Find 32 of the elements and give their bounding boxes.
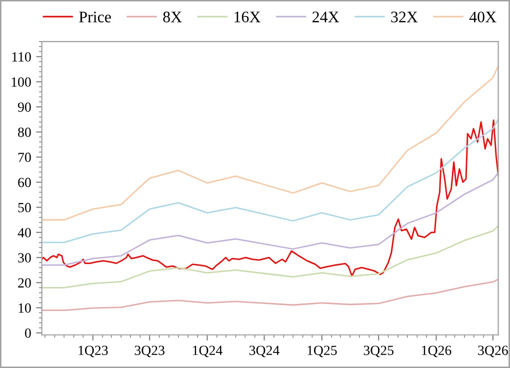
line-series [42,225,498,288]
line-series [42,118,498,244]
legend-label: 8X [163,12,182,22]
x-tick-label: 3Q23 [134,346,164,358]
legend-label: 16X [234,12,260,22]
x-tick-label: 3Q24 [249,346,280,358]
legend-label: 40X [469,12,496,22]
x-tick-label: 3Q25 [364,346,394,358]
x-tick-label: 1Q24 [193,346,222,358]
legend-label: Price [79,12,111,22]
x-tick-label: 3Q26 [478,346,508,358]
line-series [42,278,498,311]
y-tick-label: 50 [18,202,31,212]
x-tick-label: 1Q26 [422,346,452,358]
y-tick-label: 100 [12,77,31,87]
line-series [42,64,498,221]
y-tick-label: 20 [18,278,31,288]
line-series [42,172,498,266]
legend-label: 32X [391,12,418,22]
x-tick-label: 1Q23 [78,346,108,358]
y-tick-label: 10 [18,303,31,313]
y-tick-label: 90 [18,102,31,112]
y-tick-label: 80 [18,128,31,137]
y-tick-label: 60 [18,178,31,188]
y-tick-label: 40 [18,228,31,238]
line-series [42,119,498,277]
x-tick-label: 1Q25 [308,346,337,358]
y-tick-label: 70 [18,152,31,162]
y-tick-label: 0 [24,328,31,338]
y-tick-label: 30 [18,253,31,262]
y-tick-label: 110 [12,52,31,62]
legend-label: 24X [312,12,340,22]
